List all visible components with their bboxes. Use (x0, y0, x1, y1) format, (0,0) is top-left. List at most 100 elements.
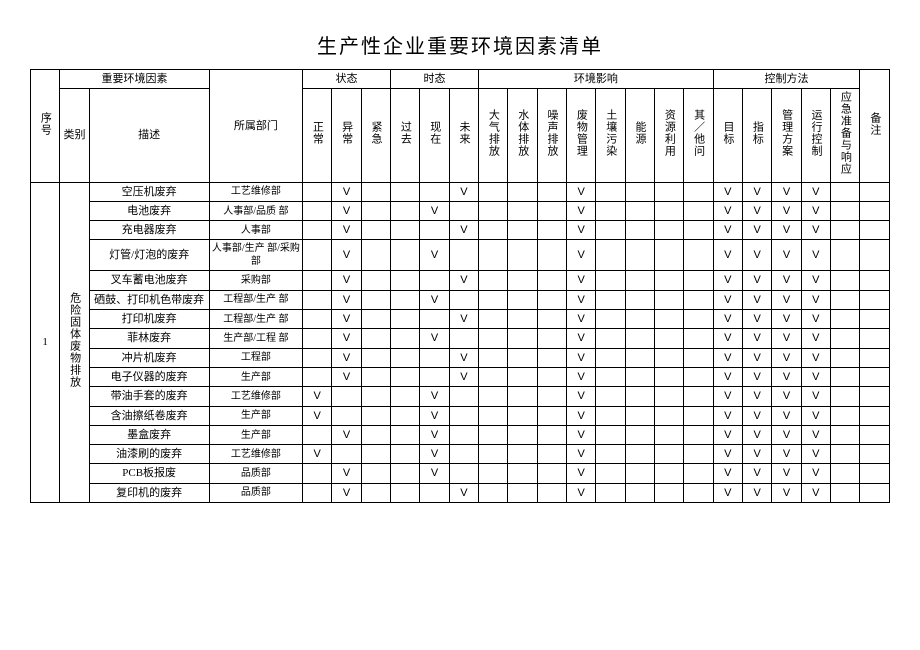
state-cell (361, 367, 390, 386)
remark-cell (860, 221, 890, 240)
table-row: 油漆刷的废弃工艺维修部VVVVVVV (31, 445, 890, 464)
tense-cell: V (449, 310, 478, 329)
control-cell: V (801, 445, 830, 464)
impact-cell (537, 182, 566, 201)
impact-cell (508, 290, 537, 309)
impact-cell (596, 483, 625, 502)
impact-cell: V (567, 367, 596, 386)
impact-cell (625, 182, 654, 201)
control-cell: V (801, 182, 830, 201)
state-cell (332, 406, 361, 425)
remark-cell (860, 367, 890, 386)
tense-cell (449, 201, 478, 220)
impact-cell (479, 425, 508, 444)
impact-cell (684, 221, 713, 240)
control-cell: V (713, 348, 742, 367)
control-cell (831, 348, 860, 367)
tense-cell (449, 445, 478, 464)
impact-cell (479, 240, 508, 271)
table-row: 灯管/灯泡的废弃人事部/生产 部/采购部VVVVVVV (31, 240, 890, 271)
control-cell: V (772, 367, 801, 386)
impact-cell (537, 201, 566, 220)
impact-cell (596, 387, 625, 406)
state-cell (361, 348, 390, 367)
state-cell (361, 182, 390, 201)
impact-cell (625, 271, 654, 290)
tense-cell (449, 290, 478, 309)
department-cell: 工程部/生产 部 (209, 310, 302, 329)
description-cell: 硒鼓、打印机色带废弃 (89, 290, 209, 309)
control-cell (831, 464, 860, 483)
remark-cell (860, 271, 890, 290)
impact-cell (479, 310, 508, 329)
department-cell: 工程部 (209, 348, 302, 367)
impact-cell (684, 445, 713, 464)
control-cell: V (743, 290, 772, 309)
state-cell: V (332, 201, 361, 220)
impact-cell (684, 329, 713, 348)
control-cell (831, 387, 860, 406)
impact-cell (596, 406, 625, 425)
control-cell: V (713, 483, 742, 502)
impact-cell: V (567, 310, 596, 329)
impact-cell (625, 367, 654, 386)
department-cell: 生产部/工程 部 (209, 329, 302, 348)
category-cell: 危险固体废物排放 (60, 182, 89, 502)
impact-cell (479, 387, 508, 406)
control-cell: V (713, 425, 742, 444)
remark-cell (860, 425, 890, 444)
control-cell (831, 406, 860, 425)
impact-cell (684, 201, 713, 220)
impact-cell (625, 310, 654, 329)
state-cell (303, 240, 332, 271)
impact-cell (537, 367, 566, 386)
table-row: PCB板报废品质部VVVVVVV (31, 464, 890, 483)
impact-cell (479, 271, 508, 290)
control-cell: V (801, 271, 830, 290)
control-cell (831, 182, 860, 201)
state-cell (361, 271, 390, 290)
col-impact-waste: 废物管理 (574, 109, 588, 157)
control-cell: V (713, 221, 742, 240)
control-cell: V (743, 464, 772, 483)
table-row: 墨盒废弃生产部VVVVVVV (31, 425, 890, 444)
impact-cell (479, 464, 508, 483)
tense-cell: V (449, 221, 478, 240)
impact-cell (537, 221, 566, 240)
impact-cell (537, 348, 566, 367)
impact-cell (596, 290, 625, 309)
description-cell: 电子仪器的废弃 (89, 367, 209, 386)
state-cell: V (332, 464, 361, 483)
col-control-run: 运行控制 (809, 109, 823, 157)
control-cell: V (713, 201, 742, 220)
impact-cell: V (567, 201, 596, 220)
state-cell: V (332, 483, 361, 502)
state-cell (303, 329, 332, 348)
impact-cell (508, 425, 537, 444)
impact-cell (479, 445, 508, 464)
impact-cell (537, 329, 566, 348)
impact-cell (655, 425, 684, 444)
state-cell (361, 406, 390, 425)
remark-cell (860, 464, 890, 483)
table-row: 叉车蓄电池废弃采购部VVVVVVV (31, 271, 890, 290)
control-cell: V (743, 445, 772, 464)
control-cell: V (801, 387, 830, 406)
tense-cell (391, 464, 420, 483)
col-tense-past: 过去 (398, 121, 412, 145)
control-cell: V (772, 201, 801, 220)
department-cell: 品质部 (209, 483, 302, 502)
control-cell: V (772, 464, 801, 483)
tense-cell (391, 240, 420, 271)
remark-cell (860, 329, 890, 348)
state-cell (361, 290, 390, 309)
tense-cell: V (449, 271, 478, 290)
control-cell: V (801, 240, 830, 271)
control-cell: V (713, 367, 742, 386)
impact-cell (479, 367, 508, 386)
control-cell: V (772, 221, 801, 240)
remark-cell (860, 483, 890, 502)
tense-cell (391, 406, 420, 425)
control-cell: V (772, 445, 801, 464)
impact-cell (596, 201, 625, 220)
